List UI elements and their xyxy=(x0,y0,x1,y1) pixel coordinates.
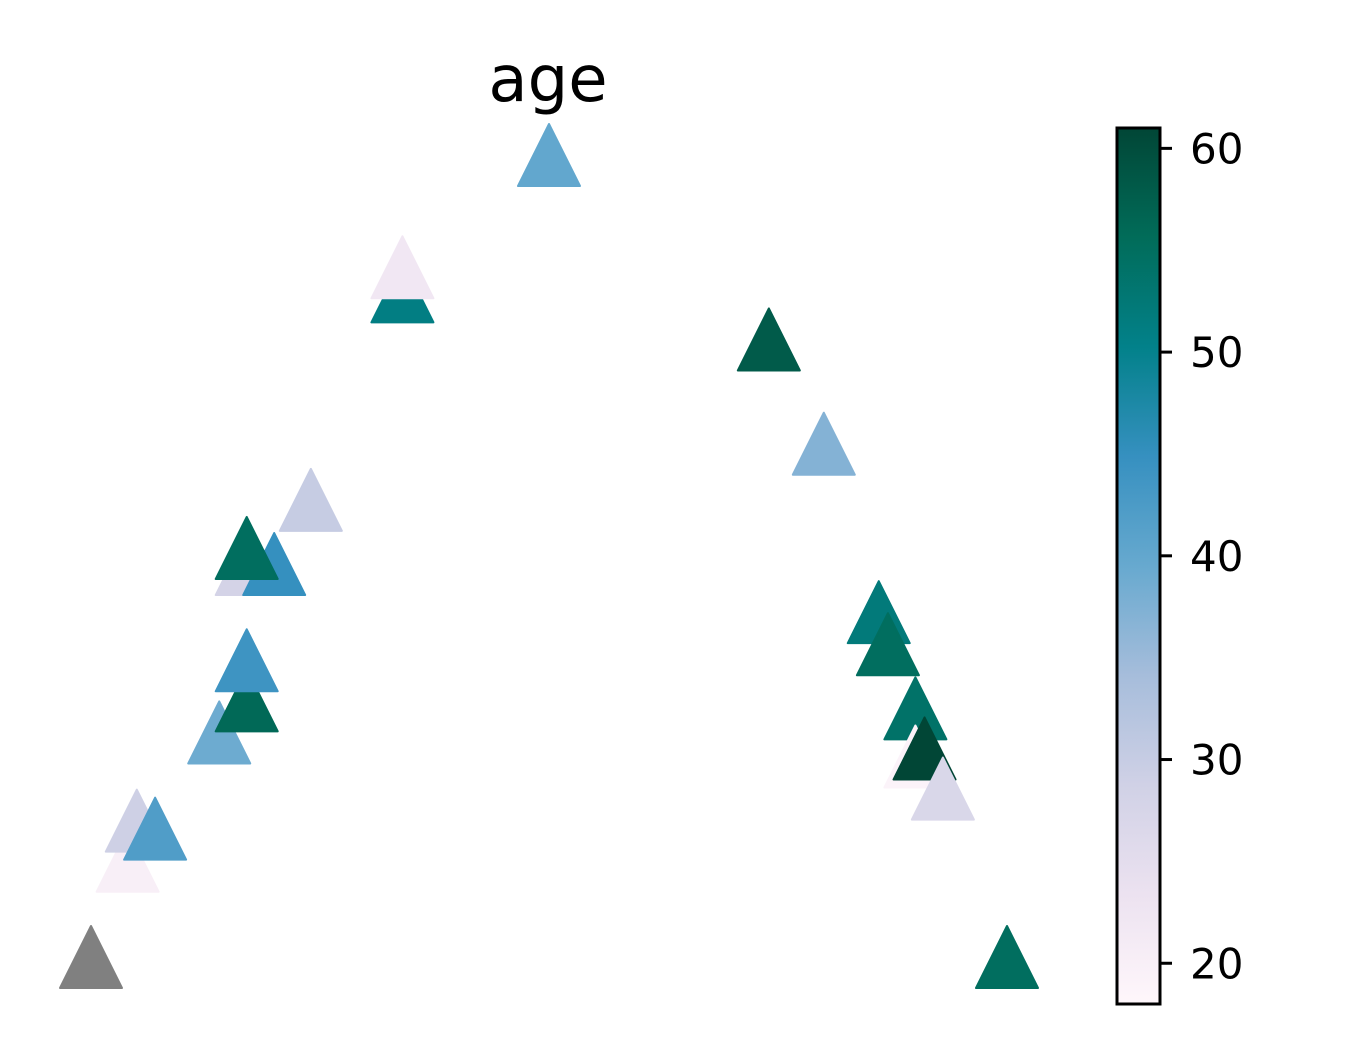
colorbar-tick-label: 30 xyxy=(1190,736,1243,785)
colorbar: 20 30 40 50 60 xyxy=(1115,124,1243,1006)
colorbar-tick-label: 60 xyxy=(1190,124,1243,173)
colorbar-tick-label: 50 xyxy=(1190,328,1243,377)
colorbar-ticks: 20 30 40 50 60 xyxy=(1160,124,1243,988)
data-point xyxy=(791,411,856,476)
colorbar-tick-label: 20 xyxy=(1190,939,1243,988)
data-point xyxy=(278,467,343,532)
data-point xyxy=(975,925,1039,989)
data-point xyxy=(214,628,279,693)
data-point xyxy=(187,700,252,765)
points-layer xyxy=(59,123,1039,989)
data-point xyxy=(59,925,123,989)
data-point xyxy=(736,307,801,372)
chart-title: age xyxy=(488,43,607,117)
colorbar-tick-label: 40 xyxy=(1190,532,1243,581)
data-point xyxy=(517,123,581,187)
data-point xyxy=(214,515,279,580)
data-point xyxy=(95,828,160,893)
data-point xyxy=(123,796,188,861)
data-point xyxy=(214,668,279,733)
data-point xyxy=(910,756,975,821)
data-point xyxy=(855,612,920,677)
colorbar-gradient xyxy=(1115,126,1162,1006)
data-point xyxy=(370,235,435,300)
